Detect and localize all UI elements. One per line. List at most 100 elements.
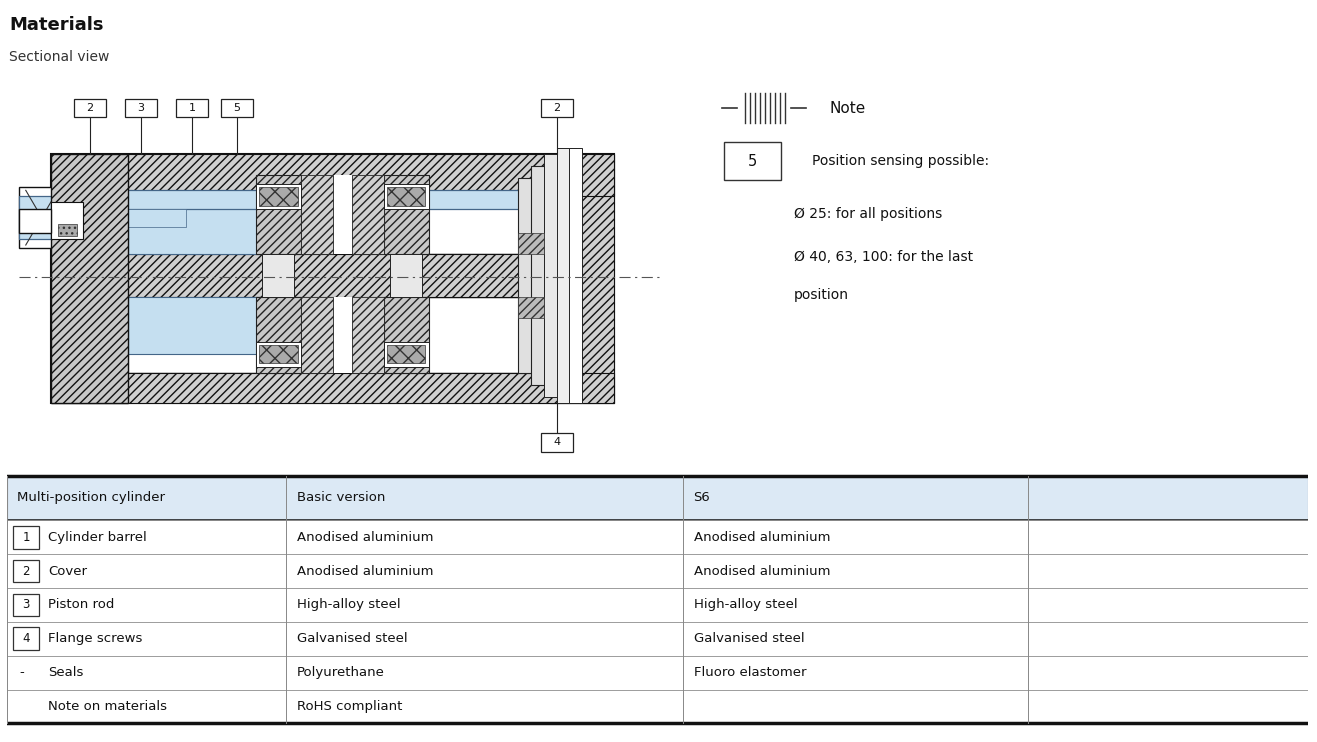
Bar xyxy=(383,175,428,254)
Bar xyxy=(531,166,569,385)
Text: Seals: Seals xyxy=(49,666,83,679)
Bar xyxy=(7,689,1308,723)
Bar xyxy=(13,628,40,650)
Text: 3: 3 xyxy=(137,103,145,114)
Text: 2: 2 xyxy=(553,103,560,114)
Text: 5: 5 xyxy=(233,103,240,114)
Bar xyxy=(518,233,544,254)
Text: Cover: Cover xyxy=(49,565,87,577)
Bar xyxy=(51,154,128,403)
Bar xyxy=(259,187,298,206)
Bar xyxy=(176,99,208,117)
Bar xyxy=(300,297,333,372)
Bar xyxy=(58,224,76,236)
Bar xyxy=(51,154,614,197)
Text: RoHS compliant: RoHS compliant xyxy=(296,700,402,713)
Text: 1: 1 xyxy=(188,103,195,114)
Text: Anodised aluminium: Anodised aluminium xyxy=(694,565,830,577)
Text: High-alloy steel: High-alloy steel xyxy=(296,598,400,611)
Text: Anodised aluminium: Anodised aluminium xyxy=(296,565,433,577)
Bar xyxy=(20,187,65,248)
Bar xyxy=(383,184,428,209)
Bar xyxy=(128,297,288,355)
Bar xyxy=(7,656,1308,689)
Bar xyxy=(540,99,573,117)
Bar xyxy=(221,99,253,117)
Bar xyxy=(7,588,1308,622)
Bar xyxy=(51,203,83,239)
Bar xyxy=(569,148,582,403)
Bar xyxy=(65,297,602,372)
Text: Anodised aluminium: Anodised aluminium xyxy=(296,531,433,544)
Text: 4: 4 xyxy=(22,632,30,646)
Text: Materials: Materials xyxy=(9,16,104,33)
Text: 2: 2 xyxy=(22,565,30,577)
Bar xyxy=(387,345,425,364)
Bar xyxy=(262,254,295,297)
Text: position: position xyxy=(794,288,849,302)
Bar xyxy=(540,433,573,452)
Bar xyxy=(20,197,65,239)
Text: Note on materials: Note on materials xyxy=(49,700,167,713)
Bar xyxy=(300,175,383,254)
Bar xyxy=(65,178,602,254)
Text: Polyurethane: Polyurethane xyxy=(296,666,385,679)
Text: Multi-position cylinder: Multi-position cylinder xyxy=(17,491,165,505)
Text: High-alloy steel: High-alloy steel xyxy=(694,598,797,611)
Bar xyxy=(300,175,333,254)
Text: 1: 1 xyxy=(22,531,30,544)
Bar xyxy=(352,175,383,254)
Bar xyxy=(7,622,1308,656)
Bar xyxy=(387,187,425,206)
Text: CAD2D3D.com: CAD2D3D.com xyxy=(806,365,1189,410)
Bar xyxy=(300,297,383,372)
Bar xyxy=(13,526,40,548)
Text: 3: 3 xyxy=(22,598,30,611)
Bar xyxy=(58,190,557,209)
Text: Galvanised steel: Galvanised steel xyxy=(694,632,805,646)
Bar xyxy=(383,342,428,367)
FancyBboxPatch shape xyxy=(724,142,781,180)
Text: Anodised aluminium: Anodised aluminium xyxy=(694,531,830,544)
Bar xyxy=(255,184,300,209)
Bar xyxy=(551,154,614,403)
Bar xyxy=(544,154,576,397)
Bar xyxy=(255,175,300,254)
Text: Sectional view: Sectional view xyxy=(9,50,109,64)
Bar xyxy=(255,297,300,372)
Text: Cylinder barrel: Cylinder barrel xyxy=(49,531,148,544)
Text: Ø 40, 63, 100: for the last: Ø 40, 63, 100: for the last xyxy=(794,250,973,264)
Bar xyxy=(390,254,423,297)
Bar xyxy=(7,476,1308,520)
Bar xyxy=(259,345,298,364)
Text: 5: 5 xyxy=(747,154,756,168)
Text: Flange screws: Flange screws xyxy=(49,632,142,646)
Bar xyxy=(13,594,40,617)
Text: 4: 4 xyxy=(553,438,560,447)
Text: Basic version: Basic version xyxy=(296,491,385,505)
Text: Ø 25: for all positions: Ø 25: for all positions xyxy=(794,207,942,221)
Text: -: - xyxy=(20,666,25,679)
Text: Position sensing possible:: Position sensing possible: xyxy=(811,154,989,168)
Text: Piston rod: Piston rod xyxy=(49,598,115,611)
Bar xyxy=(557,148,576,403)
Text: Fluoro elastomer: Fluoro elastomer xyxy=(694,666,806,679)
Bar xyxy=(125,99,157,117)
Bar xyxy=(383,297,428,372)
Bar xyxy=(58,209,186,227)
Bar xyxy=(20,209,51,233)
Bar xyxy=(51,154,614,403)
Text: 2: 2 xyxy=(86,103,94,114)
Bar xyxy=(255,342,300,367)
Bar xyxy=(128,197,288,254)
Bar xyxy=(7,554,1308,588)
Bar xyxy=(51,154,128,403)
Bar xyxy=(518,297,544,318)
Bar xyxy=(13,559,40,582)
Text: Galvanised steel: Galvanised steel xyxy=(296,632,407,646)
Bar xyxy=(51,372,614,403)
Bar xyxy=(74,99,105,117)
Text: Note: Note xyxy=(830,101,867,116)
Bar xyxy=(518,178,569,372)
Bar xyxy=(352,297,383,372)
